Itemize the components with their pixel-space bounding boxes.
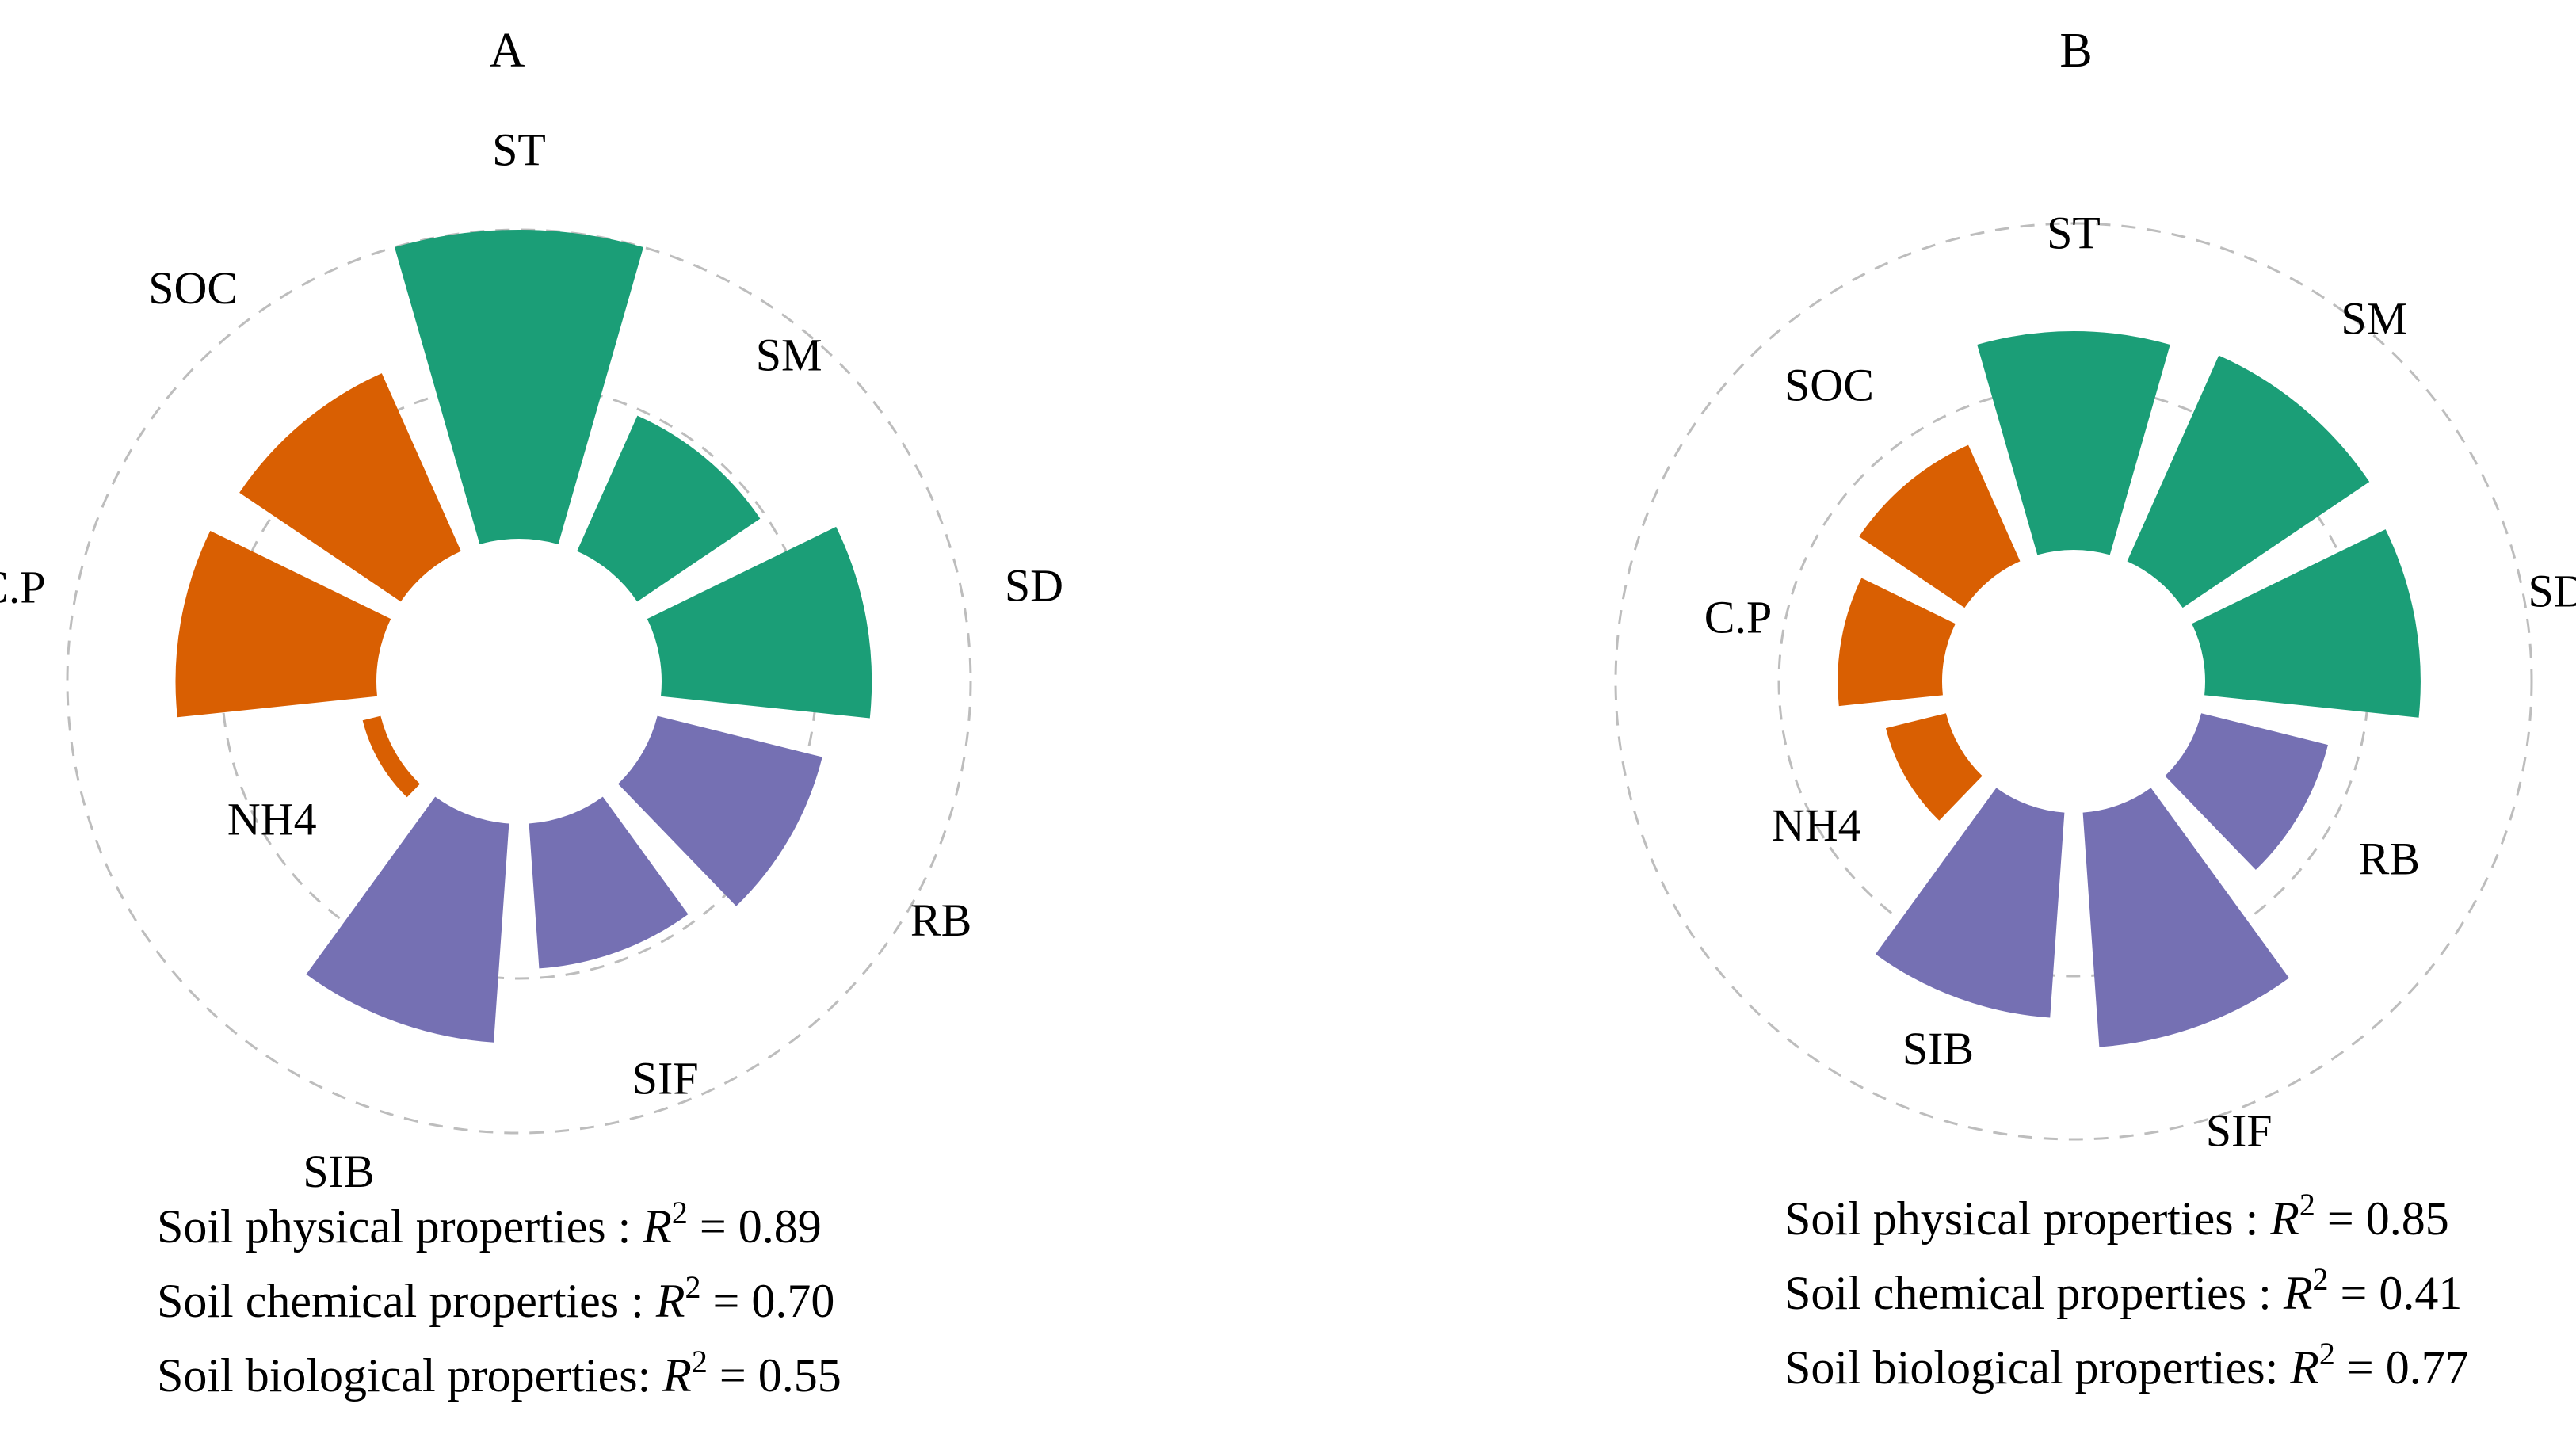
category-label: ST bbox=[492, 124, 546, 175]
category-label: SIB bbox=[303, 1146, 374, 1197]
r2-label: Soil chemical properties : bbox=[157, 1275, 656, 1327]
category-label: SIF bbox=[632, 1053, 699, 1104]
r2-annotation: Soil biological properties: R2 = 0.77 bbox=[1784, 1336, 2469, 1394]
bar-rb bbox=[618, 715, 822, 906]
r2-value: = 0.55 bbox=[708, 1349, 841, 1402]
category-label: SM bbox=[756, 329, 822, 380]
r2-annotation: Soil physical properties : R2 = 0.85 bbox=[1784, 1187, 2449, 1245]
bar-sib bbox=[1875, 788, 2065, 1018]
r2-value: = 0.89 bbox=[688, 1200, 822, 1253]
panel-title: B bbox=[2059, 24, 2092, 78]
category-label: NH4 bbox=[1772, 799, 1861, 851]
r2-label: Soil biological properties: bbox=[157, 1349, 662, 1402]
bar-cp bbox=[1838, 578, 1956, 707]
grid-ring bbox=[66, 228, 972, 1135]
bar-cp bbox=[175, 531, 391, 718]
category-label: ST bbox=[2047, 207, 2101, 258]
r2-annotation: Soil chemical properties : R2 = 0.41 bbox=[1784, 1261, 2462, 1319]
category-label: SIB bbox=[1902, 1023, 1974, 1074]
bar-nh4 bbox=[1885, 713, 1983, 821]
r2-value: = 0.41 bbox=[2328, 1267, 2462, 1319]
bar-st bbox=[394, 230, 644, 544]
category-label: SD bbox=[2528, 566, 2576, 617]
r2-value: = 0.77 bbox=[2335, 1341, 2469, 1394]
r2-annotation: Soil biological properties: R2 = 0.55 bbox=[157, 1344, 841, 1402]
category-label: SD bbox=[1005, 560, 1063, 612]
r2-symbol: R bbox=[2283, 1267, 2313, 1319]
r2-symbol: R bbox=[2289, 1341, 2319, 1394]
category-label: SIF bbox=[2206, 1105, 2273, 1157]
r2-value: = 0.85 bbox=[2315, 1192, 2449, 1245]
bar-soc bbox=[1859, 444, 2021, 608]
bar-sif bbox=[529, 796, 689, 969]
r2-symbol: R bbox=[655, 1275, 685, 1327]
r2-annotation: Soil chemical properties : R2 = 0.70 bbox=[157, 1269, 834, 1327]
category-label: RB bbox=[910, 894, 971, 946]
bar-sm bbox=[577, 415, 761, 602]
category-label: NH4 bbox=[227, 793, 317, 845]
r2-label: Soil biological properties: bbox=[1784, 1341, 2290, 1394]
r2-symbol: R bbox=[642, 1200, 672, 1253]
r2-value: = 0.70 bbox=[700, 1275, 834, 1327]
panel-A: A ST SM SD RB SIF SIB NH4 C.P SOC Soil physical pr… bbox=[0, 24, 1063, 1402]
category-label: SOC bbox=[148, 262, 238, 314]
category-label: SM bbox=[2341, 292, 2407, 344]
r2-superscript: 2 bbox=[685, 1269, 700, 1305]
bar-nh4 bbox=[362, 715, 420, 798]
panel-title: A bbox=[490, 24, 525, 78]
bar-sib bbox=[306, 796, 509, 1043]
bar-sd bbox=[2192, 529, 2421, 718]
r2-annotation: Soil physical properties : R2 = 0.89 bbox=[157, 1195, 822, 1253]
r2-superscript: 2 bbox=[2319, 1336, 2335, 1371]
category-label: C.P bbox=[0, 561, 46, 612]
category-label: RB bbox=[2359, 833, 2420, 884]
panel-B: B ST SM SD RB SIF SIB NH4 C.P SOC Soil physical pr… bbox=[1614, 24, 2576, 1394]
r2-superscript: 2 bbox=[2312, 1261, 2328, 1297]
bar-sm bbox=[2127, 355, 2370, 608]
r2-label: Soil chemical properties : bbox=[1784, 1267, 2284, 1319]
r2-superscript: 2 bbox=[2299, 1187, 2315, 1222]
r2-symbol: R bbox=[662, 1349, 692, 1402]
category-label: C.P bbox=[1704, 592, 1772, 643]
category-label: SOC bbox=[1784, 360, 1874, 411]
bar-sif bbox=[2082, 788, 2289, 1047]
bar-soc bbox=[239, 373, 461, 602]
grid-ring bbox=[1614, 222, 2533, 1141]
r2-superscript: 2 bbox=[692, 1344, 708, 1379]
r2-label: Soil physical properties : bbox=[1784, 1192, 2270, 1245]
r2-label: Soil physical properties : bbox=[157, 1200, 643, 1253]
bar-rb bbox=[2165, 713, 2328, 870]
r2-superscript: 2 bbox=[672, 1195, 688, 1230]
r2-symbol: R bbox=[2269, 1192, 2299, 1245]
bar-st bbox=[1977, 330, 2170, 555]
bar-sd bbox=[647, 526, 872, 719]
